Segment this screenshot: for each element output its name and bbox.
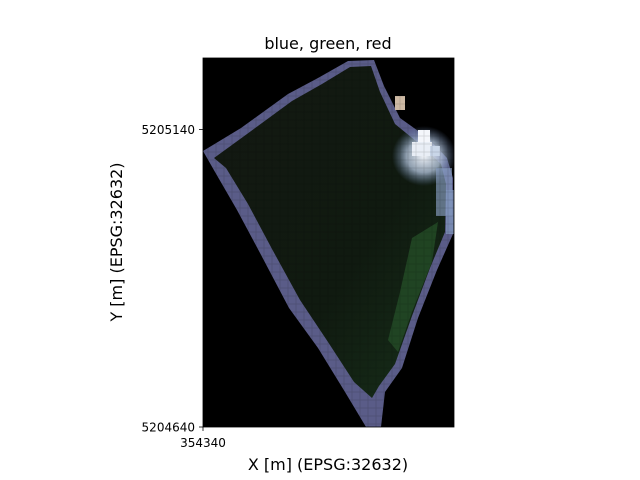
pixel-grid bbox=[203, 58, 454, 427]
y-axis-label: Y [m] (EPSG:32632) bbox=[107, 162, 126, 322]
y-tick-label: 5204640 bbox=[142, 421, 195, 435]
chart-title: blue, green, red bbox=[264, 34, 391, 53]
raster-image bbox=[203, 58, 454, 427]
y-axis: 5205140 5204640 bbox=[142, 123, 203, 435]
x-tick-label: 354340 bbox=[180, 436, 226, 450]
x-axis-label: X [m] (EPSG:32632) bbox=[248, 455, 408, 474]
axes-frame bbox=[202, 57, 455, 428]
y-tick-label: 5205140 bbox=[142, 123, 195, 137]
x-axis: 354340 bbox=[180, 427, 226, 450]
